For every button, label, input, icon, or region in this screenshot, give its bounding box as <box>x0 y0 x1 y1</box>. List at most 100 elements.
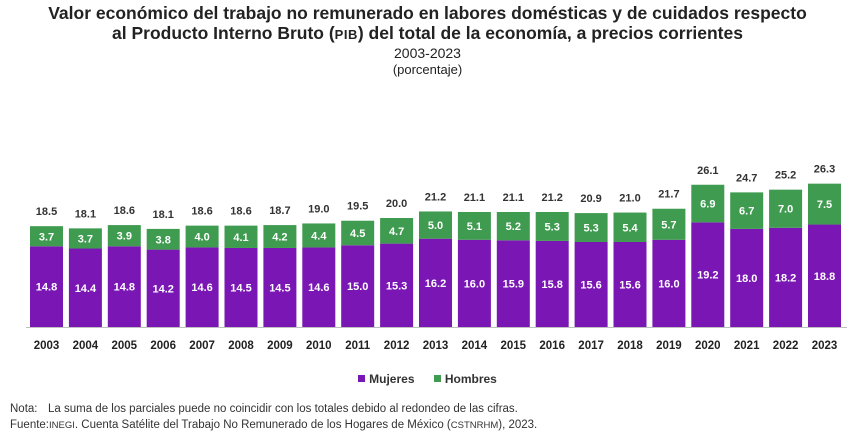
x-tick-2015: 2015 <box>501 340 527 352</box>
label-hombres-2010: 4.4 <box>311 230 327 242</box>
legend-swatch-mujeres <box>358 375 366 383</box>
chart-legend: Mujeres Hombres <box>0 372 855 386</box>
label-hombres-2004: 3.7 <box>78 233 93 245</box>
title-line2-post: ) del total de la economía, a precios co… <box>357 23 743 43</box>
label-hombres-2009: 4.2 <box>272 232 287 244</box>
legend-item-hombres: Hombres <box>433 372 497 386</box>
chart-title-line2: al Producto Interno Bruto (PIB) del tota… <box>0 23 855 45</box>
label-total-2013: 21.2 <box>425 191 446 203</box>
chart-subtitle-years: 2003-2023 <box>394 45 461 61</box>
label-mujeres-2003: 14.8 <box>36 282 57 294</box>
label-hombres-2021: 6.7 <box>739 206 754 218</box>
bar-mujeres-2023 <box>808 224 841 327</box>
bar-hombres-2004 <box>68 228 102 249</box>
label-mujeres-2014: 16.0 <box>464 278 485 290</box>
x-tick-2007: 2007 <box>189 340 215 352</box>
label-mujeres-2007: 14.6 <box>191 282 212 294</box>
x-tick-2023: 2023 <box>812 340 838 352</box>
label-hombres-2019: 5.7 <box>661 219 676 231</box>
bar-mujeres-2008 <box>224 247 258 327</box>
label-mujeres-2018: 15.6 <box>619 279 640 291</box>
label-mujeres-2015: 15.9 <box>503 279 524 291</box>
label-mujeres-2008: 14.5 <box>230 282 251 294</box>
x-tick-2008: 2008 <box>228 340 254 352</box>
label-total-2011: 19.5 <box>347 201 368 213</box>
bar-hombres-2020 <box>691 184 725 223</box>
bar-mujeres-2010 <box>302 247 336 327</box>
label-mujeres-2009: 14.5 <box>269 282 290 294</box>
x-tick-2016: 2016 <box>539 340 565 352</box>
label-total-2020: 26.1 <box>697 165 718 177</box>
label-total-2018: 21.0 <box>619 193 640 205</box>
label-total-2021: 24.7 <box>736 172 757 184</box>
label-mujeres-2023: 18.8 <box>814 271 835 283</box>
label-hombres-2017: 5.3 <box>583 223 598 235</box>
label-hombres-2003: 3.7 <box>39 231 54 243</box>
bar-mujeres-2009 <box>263 247 297 327</box>
bar-mujeres-2003 <box>30 246 63 327</box>
bar-hombres-2003 <box>30 226 63 247</box>
label-hombres-2018: 5.4 <box>622 222 638 234</box>
label-hombres-2015: 5.2 <box>506 221 521 233</box>
label-mujeres-2006: 14.2 <box>152 283 173 295</box>
x-tick-2019: 2019 <box>656 340 682 352</box>
label-mujeres-2019: 16.0 <box>658 278 679 290</box>
source-text: . Cuenta Satélite del Trabajo No Remuner… <box>74 419 451 431</box>
bar-hombres-2015 <box>496 212 530 241</box>
label-total-2012: 20.0 <box>386 198 407 210</box>
source-line: Fuente:INEGI. Cuenta Satélite del Trabaj… <box>10 419 537 431</box>
x-tick-2011: 2011 <box>345 340 371 352</box>
label-hombres-2005: 3.9 <box>117 231 132 243</box>
x-tick-2021: 2021 <box>734 340 760 352</box>
label-total-2005: 18.6 <box>114 205 135 217</box>
bar-mujeres-2017 <box>574 241 608 327</box>
bar-mujeres-2006 <box>146 249 180 327</box>
chart-subtitle-unit: (porcentaje) <box>392 62 463 77</box>
label-total-2015: 21.1 <box>503 192 524 204</box>
bar-mujeres-2018 <box>613 241 647 327</box>
label-mujeres-2005: 14.8 <box>114 282 135 294</box>
label-hombres-2020: 6.9 <box>700 199 715 211</box>
x-tick-2003: 2003 <box>34 340 60 352</box>
note-label: Nota: <box>10 403 38 415</box>
label-total-2017: 20.9 <box>580 193 601 205</box>
bar-hombres-2014 <box>457 212 491 240</box>
label-total-2022: 25.2 <box>775 170 796 182</box>
bar-mujeres-2019 <box>652 239 686 327</box>
label-hombres-2007: 4.0 <box>194 232 209 244</box>
label-total-2019: 21.7 <box>658 189 679 201</box>
label-hombres-2013: 5.0 <box>428 220 443 232</box>
stacked-bar-chart: 14.8 3.7 18.5 2003 14.4 3.7 18.1 2004 14.8 3.9 18.… <box>26 164 847 352</box>
x-tick-2018: 2018 <box>617 340 643 352</box>
bar-hombres-2018 <box>613 212 647 242</box>
source-year: ), 2023. <box>498 419 538 431</box>
label-mujeres-2010: 14.6 <box>308 282 329 294</box>
bar-hombres-2023 <box>808 183 841 225</box>
label-total-2004: 18.1 <box>75 208 96 220</box>
legend-label-mujeres: Mujeres <box>369 372 415 386</box>
x-tick-2013: 2013 <box>423 340 449 352</box>
title-line2-pre: al Producto Interno Bruto ( <box>112 23 335 43</box>
label-mujeres-2021: 18.0 <box>736 273 757 285</box>
x-tick-2022: 2022 <box>773 340 799 352</box>
label-hombres-2014: 5.1 <box>467 221 482 233</box>
label-total-2009: 18.7 <box>269 205 290 217</box>
bar-hombres-2022 <box>769 189 803 228</box>
bar-mujeres-2020 <box>691 222 725 327</box>
x-tick-2009: 2009 <box>267 340 293 352</box>
bar-mujeres-2022 <box>769 227 803 327</box>
x-tick-2010: 2010 <box>306 340 332 352</box>
label-mujeres-2012: 15.3 <box>386 280 407 292</box>
title-abbr-pib: PIB <box>334 27 358 42</box>
label-mujeres-2011: 15.0 <box>347 281 368 293</box>
source-abbr: CSTNRHM <box>450 420 499 431</box>
bar-hombres-2021 <box>730 192 764 229</box>
label-hombres-2016: 5.3 <box>545 221 560 233</box>
label-total-2014: 21.1 <box>464 192 485 204</box>
bar-hombres-2013 <box>419 211 452 239</box>
label-hombres-2023: 7.5 <box>817 199 832 211</box>
source-inegi: INEGI <box>49 420 75 431</box>
bar-mujeres-2011 <box>341 245 375 327</box>
label-total-2008: 18.6 <box>230 206 251 218</box>
label-mujeres-2016: 15.8 <box>541 279 562 291</box>
